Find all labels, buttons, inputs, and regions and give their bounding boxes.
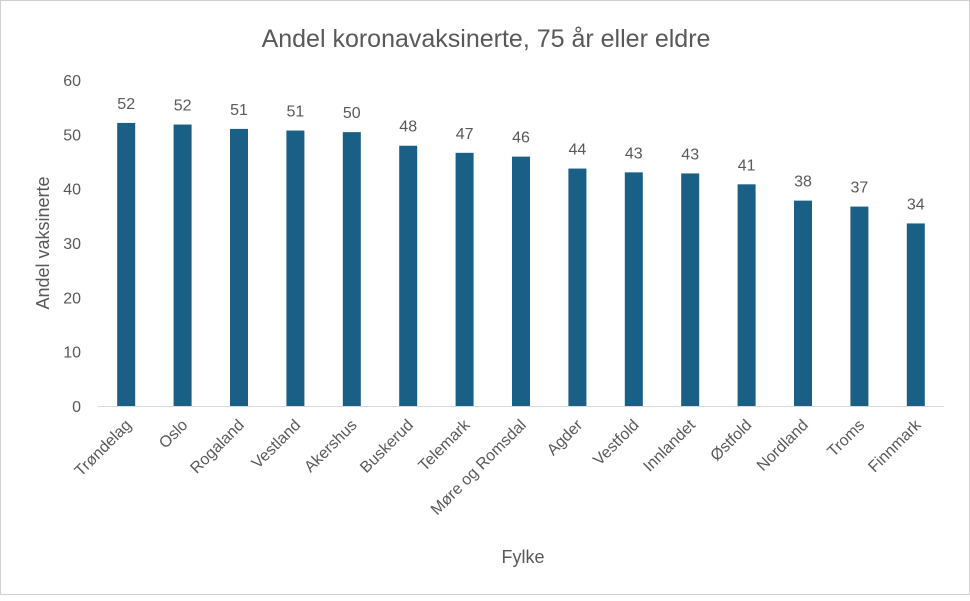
y-tick-label: 20 (63, 290, 81, 307)
x-tick-label: Troms (825, 417, 869, 461)
chart-title: Andel koronavaksinerte, 75 år eller eldr… (262, 25, 711, 53)
bar (568, 168, 587, 406)
bar (173, 124, 192, 406)
data-label: 37 (851, 180, 869, 197)
bar (737, 184, 756, 406)
data-label: 46 (512, 130, 530, 147)
x-tick-label: Trøndelag (72, 417, 135, 480)
y-axis: 0 10 20 30 40 50 60 (63, 73, 81, 416)
data-label: 34 (907, 196, 925, 213)
bar (906, 223, 925, 406)
x-tick-label: Innlandet (640, 416, 699, 475)
data-label: 51 (230, 102, 248, 119)
bar (624, 172, 643, 406)
x-tick-label: Oslo (156, 417, 191, 452)
data-label: 43 (625, 145, 643, 162)
bar (512, 156, 530, 406)
data-label: 44 (569, 142, 587, 159)
x-tick-label: Akershus (301, 417, 360, 476)
bar (455, 152, 474, 406)
data-label: 52 (174, 98, 192, 115)
bar (230, 128, 248, 406)
y-tick-label: 40 (63, 182, 81, 199)
bar (850, 206, 869, 406)
data-label: 43 (681, 146, 699, 163)
bar (342, 132, 361, 406)
data-label: 52 (117, 96, 135, 113)
x-axis-label: Fylke (501, 547, 544, 567)
data-label: 47 (456, 126, 474, 143)
x-tick-label: Møre og Romsdal (428, 417, 530, 519)
bar (794, 200, 812, 406)
y-tick-label: 50 (63, 127, 81, 144)
bar (399, 145, 418, 406)
bars: 52 52 51 51 50 48 47 46 44 43 43 41 38 37 34 (117, 96, 925, 406)
x-tick-label: Vestland (249, 417, 304, 472)
y-axis-label: Andel vaksinerte (33, 176, 53, 309)
data-label: 38 (794, 174, 812, 191)
y-tick-label: 10 (63, 345, 81, 362)
y-tick-label: 0 (72, 399, 81, 416)
y-tick-label: 60 (63, 73, 81, 90)
x-tick-label: Rogaland (187, 417, 247, 477)
bar (681, 173, 700, 406)
x-tick-label: Vestfold (590, 417, 642, 469)
x-tick-label: Østfold (708, 417, 756, 465)
x-tick-label: Telemark (416, 416, 475, 475)
data-label: 51 (287, 104, 305, 121)
x-tick-label: Nordland (754, 417, 812, 475)
x-tick-label: Finnmark (865, 416, 925, 476)
x-tick-label: Agder (544, 416, 587, 459)
data-label: 48 (399, 119, 417, 136)
bar (117, 122, 136, 406)
bar (286, 130, 305, 406)
data-label: 41 (738, 157, 756, 174)
y-tick-label: 30 (63, 236, 81, 253)
x-tick-label: Buskerud (357, 417, 417, 477)
data-label: 50 (343, 105, 361, 122)
